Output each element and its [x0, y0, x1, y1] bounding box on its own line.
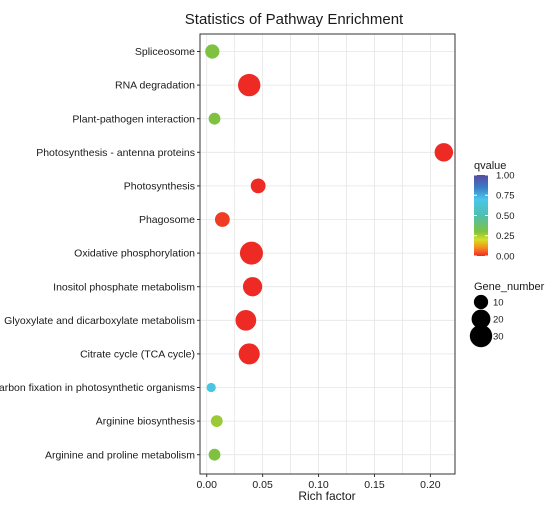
- size-legend-key: [473, 294, 489, 310]
- colorbar-tick-label: 1.00: [496, 170, 515, 181]
- data-point: [235, 309, 257, 331]
- y-tick-label: Plant-pathogen interaction: [72, 113, 195, 125]
- size-legend-key: [471, 309, 491, 329]
- x-tick-label: 0.20: [420, 479, 441, 491]
- y-axis: Spliceosome RNA degradation Plant-pathogen…: [0, 46, 200, 461]
- colorbar-tick-label: 0.00: [496, 251, 515, 262]
- y-tick-label: Oxidative phosphorylation: [74, 248, 195, 260]
- x-axis-label: Rich factor: [298, 489, 355, 503]
- y-tick-label: Inositol phosphate metabolism: [53, 281, 195, 293]
- x-tick-label: 0.10: [308, 479, 329, 491]
- data-points: [205, 44, 454, 461]
- y-tick-label: Photosynthesis: [124, 181, 195, 193]
- y-tick-label: Citrate cycle (TCA cycle): [80, 349, 195, 361]
- data-point: [242, 277, 263, 297]
- x-tick-label: 0.15: [364, 479, 385, 491]
- data-point: [210, 415, 223, 427]
- data-point: [238, 73, 261, 97]
- colorbar-tick-label: 0.25: [496, 231, 515, 242]
- y-tick-label: RNA degradation: [115, 80, 195, 92]
- data-point: [214, 212, 230, 227]
- qvalue-legend: qvalue 1.00 0.75 0.50 0.25 0.00: [474, 160, 515, 262]
- gene-number-legend: Gene_number 10 20 30: [469, 281, 545, 348]
- colorbar-tick-label: 0.75: [496, 191, 515, 202]
- data-point: [208, 448, 221, 461]
- data-point: [239, 241, 263, 265]
- y-tick-label: Photosynthesis - antenna proteins: [36, 147, 195, 159]
- size-legend-label: 10: [493, 297, 504, 308]
- qvalue-colorbar: [474, 175, 488, 256]
- data-point: [238, 343, 260, 365]
- size-legend-label: 20: [493, 314, 504, 325]
- gene-number-legend-title: Gene_number: [474, 281, 545, 293]
- size-legend-key: [469, 324, 493, 348]
- data-point: [206, 382, 216, 393]
- y-tick-label: Carbon fixation in photosynthetic organi…: [0, 382, 195, 394]
- plot-panel: [200, 34, 455, 474]
- data-point: [208, 112, 221, 125]
- y-tick-label: Arginine biosynthesis: [96, 416, 195, 428]
- x-axis: 0.00 0.05 0.10 0.15 0.20: [196, 474, 441, 491]
- data-point: [434, 143, 454, 162]
- chart-title: Statistics of Pathway Enrichment: [185, 11, 404, 28]
- y-tick-label: Phagosome: [139, 214, 195, 226]
- y-tick-label: Spliceosome: [135, 46, 195, 58]
- plot-panel-border: [199, 33, 456, 475]
- colorbar-tick-label: 0.50: [496, 211, 515, 222]
- data-point: [250, 178, 266, 194]
- size-legend-label: 30: [493, 331, 504, 342]
- y-tick-label: Arginine and proline metabolism: [45, 449, 195, 461]
- data-point: [205, 44, 220, 59]
- x-tick-label: 0.05: [252, 479, 273, 491]
- qvalue-legend-title: qvalue: [474, 160, 506, 172]
- x-tick-label: 0.00: [196, 479, 217, 491]
- y-tick-label: Glyoxylate and dicarboxylate metabolism: [4, 315, 195, 327]
